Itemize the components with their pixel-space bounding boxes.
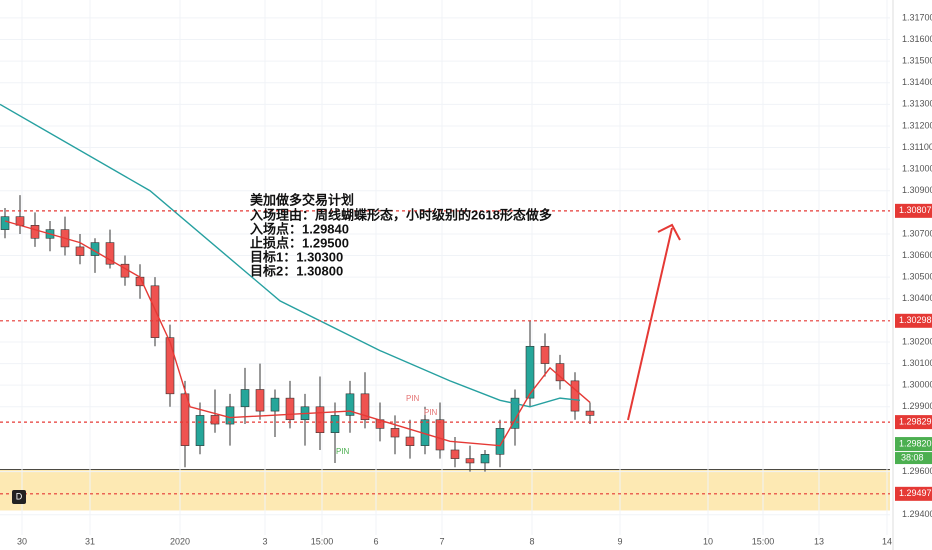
candle-body	[345, 393, 355, 416]
price-tag-label: 1.29497	[899, 488, 932, 498]
candle-body	[270, 397, 280, 412]
price-tag-label: 1.30298	[899, 315, 932, 325]
x-tick-label: 2020	[170, 536, 190, 546]
annotation-line: 入场点：1.29840	[250, 221, 349, 236]
y-tick-label: 1.30400	[902, 293, 932, 303]
zone	[0, 469, 890, 511]
y-tick-label: 1.29600	[902, 466, 932, 476]
candle-body	[225, 406, 235, 425]
candle-body	[405, 436, 415, 446]
y-tick-label: 1.29900	[902, 401, 932, 411]
x-tick-label: 31	[85, 536, 95, 546]
bid-tag-label: 1.29820	[899, 438, 932, 448]
timer: 38:08	[901, 452, 924, 462]
y-tick-label: 1.30000	[902, 380, 932, 390]
y-tick-label: 1.30600	[902, 250, 932, 260]
y-tick-label: 1.31000	[902, 164, 932, 174]
x-tick-label: 9	[617, 536, 622, 546]
x-tick-label: 15:00	[752, 536, 775, 546]
plot	[0, 103, 890, 495]
candle-body	[480, 454, 490, 464]
candle-body	[150, 285, 160, 338]
x-tick-label: 13	[814, 536, 824, 546]
candle-body	[360, 393, 370, 421]
y-tick-label: 1.30500	[902, 272, 932, 282]
price-tag	[895, 415, 932, 430]
candle-body	[450, 449, 460, 459]
candle-body	[165, 337, 175, 395]
candle-body	[570, 380, 580, 412]
candle-body	[540, 345, 550, 364]
candle-body	[465, 458, 475, 464]
y-tick-label: 1.31200	[902, 120, 932, 130]
annotation-line: 目标2：1.30800	[250, 263, 343, 278]
price-tag	[895, 486, 932, 501]
arrow	[627, 227, 673, 421]
candle-body	[330, 415, 340, 433]
candle-body	[195, 415, 205, 446]
y-tick-label: 1.31100	[902, 142, 932, 152]
annotation-line: 入场理由：周线蝴蝶形态，小时级别的2618形态做多	[250, 207, 552, 222]
price-tag-label: 1.29829	[899, 416, 932, 426]
candle-body	[75, 246, 85, 256]
y-tick-label: 1.30700	[902, 228, 932, 238]
moving-average	[4, 220, 591, 447]
candle-body	[585, 410, 595, 416]
candle-body	[105, 242, 115, 265]
badge-text: D	[16, 491, 23, 501]
x-tick-label: 15:00	[311, 536, 334, 546]
y-tick-label: 1.29400	[902, 509, 932, 519]
badge	[12, 490, 26, 504]
price-tag	[895, 203, 932, 218]
y-tick-label: 1.31600	[902, 34, 932, 44]
candle-body	[525, 345, 535, 399]
y-tick-label: 1.31500	[902, 56, 932, 66]
x-tick-label: 8	[529, 536, 534, 546]
x-tick-label: 3	[262, 536, 267, 546]
y-tick-label: 1.30200	[902, 336, 932, 346]
candle-body	[30, 225, 40, 239]
x-tick-label: 14	[882, 536, 892, 546]
annotation: 美加做多交易计划 入场理由：周线蝴蝶形态，小时级别的2618形态做多 入场点：1…	[250, 192, 552, 278]
y-tick-label: 1.31400	[902, 77, 932, 87]
candle-body	[315, 406, 325, 433]
grid	[0, 0, 890, 535]
annotation-line: 止损点：1.29500	[250, 235, 349, 250]
arrow-head	[657, 223, 681, 241]
price-tag	[895, 313, 932, 328]
x-tick-label: 30	[17, 536, 27, 546]
candle-body	[435, 419, 445, 451]
y-tick-label: 1.31300	[902, 99, 932, 109]
y-tick-label: 1.30100	[902, 358, 932, 368]
x-tick-label: 6	[373, 536, 378, 546]
annotation-line: 目标1：1.30300	[250, 249, 343, 264]
candle-body	[0, 216, 10, 230]
pin-label: PIN	[424, 408, 438, 417]
pin-label: PIN	[406, 394, 420, 403]
candle-body	[180, 393, 190, 446]
bid-tag	[895, 437, 932, 452]
candle-body	[240, 389, 250, 408]
annotation-line: 美加做多交易计划	[250, 192, 354, 207]
candle-body	[210, 415, 220, 425]
x-tick-label: 10	[703, 536, 713, 546]
pin-label: PIN	[336, 447, 350, 456]
candle-body	[495, 428, 505, 455]
candle-body	[255, 389, 265, 412]
y-tick-label: 1.31700	[902, 12, 932, 22]
y-tick-label: 1.30900	[902, 185, 932, 195]
candle-body	[390, 428, 400, 438]
x-tick-label: 7	[439, 536, 444, 546]
y-axis: 1.31700 1.31600 1.31500 1.31400 1.31300 1.312…	[17, 12, 932, 546]
candle-body	[285, 397, 295, 421]
price-tag-label: 1.30807	[899, 205, 932, 215]
moving-average	[0, 103, 581, 408]
timer-box	[895, 452, 932, 465]
